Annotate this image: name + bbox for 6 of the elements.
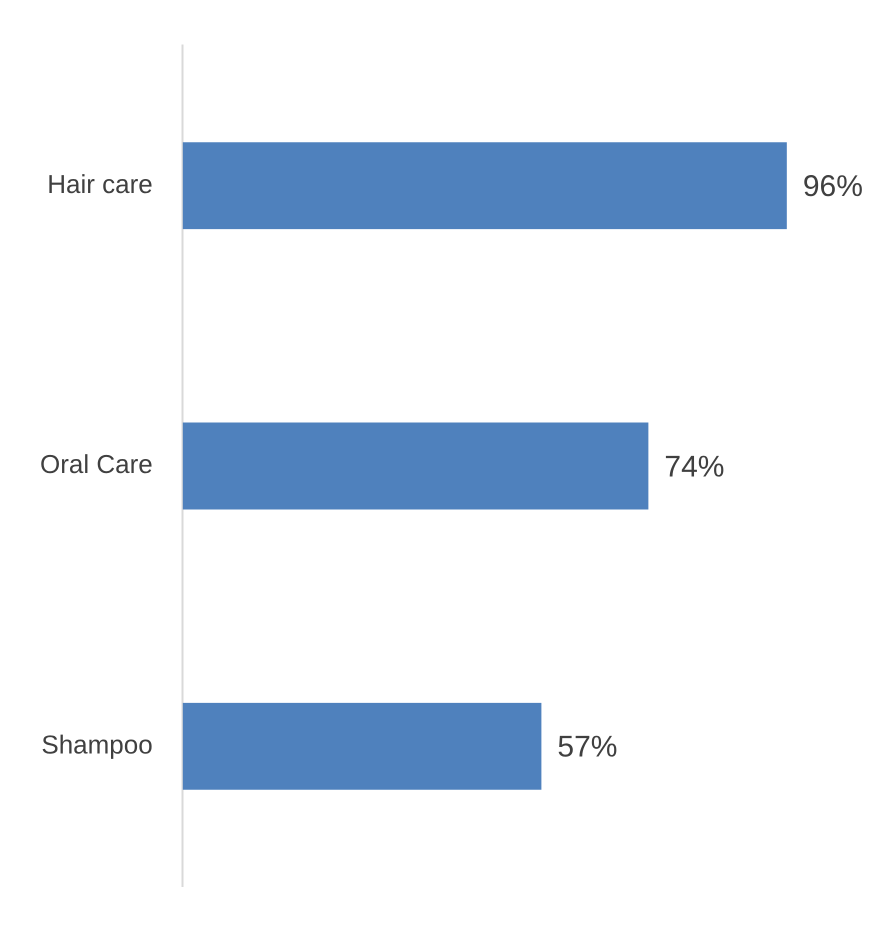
data-label: 96% xyxy=(802,170,863,203)
data-label: 57% xyxy=(557,730,618,764)
y-tick-label: Hair care xyxy=(47,168,153,199)
y-tick-label: Oral Care xyxy=(40,449,153,480)
data-label: 74% xyxy=(664,450,724,484)
y-tick-label: Shampoo xyxy=(41,729,153,760)
